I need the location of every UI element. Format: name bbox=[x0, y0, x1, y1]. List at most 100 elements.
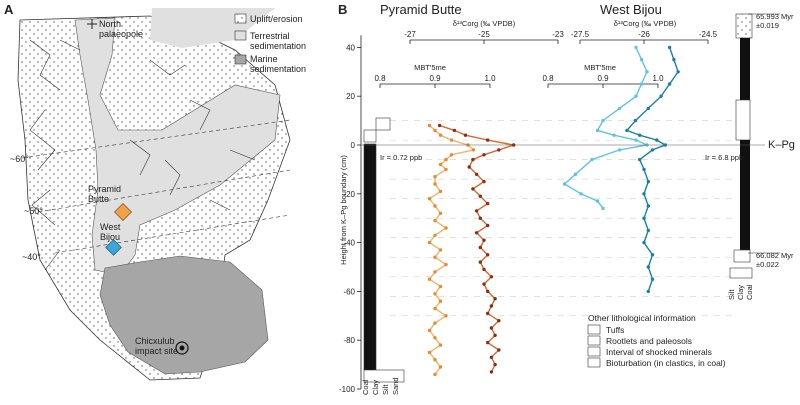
data-point bbox=[486, 201, 490, 206]
data-point bbox=[486, 138, 490, 142]
data-point bbox=[482, 179, 486, 184]
data-point bbox=[650, 277, 655, 281]
y-tick-label: -60 bbox=[343, 287, 355, 296]
data-point bbox=[482, 238, 486, 242]
data-point bbox=[667, 82, 672, 86]
legend-terrestrial-swatch bbox=[234, 30, 247, 41]
data-point bbox=[645, 70, 649, 74]
litho-legend-label: Rootlets and paleosols bbox=[606, 336, 692, 346]
data-point bbox=[427, 350, 432, 355]
litho-legend-swatch bbox=[587, 335, 601, 346]
data-point bbox=[433, 128, 437, 133]
litho-legend-title: Other lithological information bbox=[588, 313, 696, 323]
chicxulub-label: Chicxulub impact site bbox=[135, 336, 178, 356]
litho-pb-labels: Coal Clay Silt Sand bbox=[361, 377, 400, 395]
data-point bbox=[433, 336, 437, 340]
data-point bbox=[482, 282, 486, 286]
data-point bbox=[639, 82, 644, 86]
data-point bbox=[489, 370, 494, 374]
data-point bbox=[433, 233, 437, 237]
data-point bbox=[474, 231, 479, 235]
data-point bbox=[438, 211, 443, 215]
data-point bbox=[595, 128, 600, 133]
y-axis: 40 20 0 -20 -40 -60 -80 -100 bbox=[339, 35, 362, 394]
data-point bbox=[433, 306, 437, 311]
north-palaeopole-label: North palaeopole bbox=[99, 19, 143, 39]
panel-b-letter: B bbox=[338, 2, 347, 17]
data-point bbox=[562, 182, 567, 186]
data-point bbox=[638, 157, 642, 162]
lat-50 bbox=[37, 169, 291, 213]
litho-legend-label: Interval of shocked minerals bbox=[606, 347, 712, 357]
data-point bbox=[486, 340, 490, 345]
data-point bbox=[493, 333, 497, 337]
y-tick-label: 20 bbox=[346, 92, 355, 101]
data-point bbox=[642, 192, 646, 196]
data-point bbox=[444, 314, 448, 318]
data-point bbox=[634, 45, 638, 50]
data-point bbox=[642, 240, 646, 245]
data-point bbox=[493, 362, 497, 367]
lat-60 bbox=[21, 119, 291, 159]
data-point bbox=[449, 153, 454, 157]
y-tick-label: -40 bbox=[343, 239, 355, 248]
data-point bbox=[486, 289, 490, 294]
data-point bbox=[601, 118, 605, 123]
legend-marine-label: Marine bbox=[250, 54, 278, 64]
data-point bbox=[474, 172, 479, 176]
data-point bbox=[438, 284, 443, 289]
lat-60-label: ~60° bbox=[10, 154, 29, 164]
litho-legend: Other lithological information TuffsRoot… bbox=[587, 313, 726, 368]
wb-d13c-tick-label: -26 bbox=[638, 30, 650, 39]
data-point bbox=[625, 128, 629, 133]
data-point bbox=[646, 106, 650, 111]
pb-mbt-tick-label: 0.8 bbox=[374, 74, 386, 83]
lithology-pb bbox=[363, 117, 405, 383]
data-point bbox=[444, 262, 448, 267]
wb-mbt-tick-label: 1.0 bbox=[652, 74, 664, 83]
lat-50-label: ~50° bbox=[24, 206, 43, 216]
data-point bbox=[642, 167, 646, 172]
data-point bbox=[655, 138, 659, 142]
data-point bbox=[633, 118, 638, 123]
data-point bbox=[433, 218, 437, 223]
data-point bbox=[497, 319, 501, 323]
data-point bbox=[433, 321, 437, 325]
litho-legend-label: Bioturbation (in clastics, in coal) bbox=[606, 358, 726, 368]
data-point bbox=[478, 194, 482, 198]
y-tick-label: 40 bbox=[346, 43, 355, 52]
age-bot: 66.082 Myr ±0.022 bbox=[756, 251, 794, 269]
pb-mbt-label: MBT′5me bbox=[414, 63, 446, 72]
kpg-label: K–Pg bbox=[768, 139, 795, 151]
data-point bbox=[489, 275, 494, 279]
data-point bbox=[438, 133, 443, 137]
data-point bbox=[438, 189, 443, 194]
data-point bbox=[497, 148, 501, 152]
series-line bbox=[625, 47, 679, 292]
lat-40 bbox=[54, 214, 291, 254]
data-point bbox=[433, 372, 437, 377]
legend-terrestrial-label-2: sedimentation bbox=[250, 41, 306, 51]
map-legend: Uplift/erosion Terrestrial Marine bbox=[234, 13, 303, 65]
ir-wb: Ir = 6.8 ppb bbox=[705, 153, 743, 162]
data-point bbox=[489, 326, 494, 330]
litho-pb-label: Silt bbox=[381, 384, 390, 395]
y-axis-label: Height from K–Pg boundary (cm) bbox=[339, 155, 348, 265]
west-bijou-marker bbox=[105, 239, 122, 256]
data-point bbox=[489, 355, 494, 359]
litho-wb-label: Coal bbox=[745, 284, 754, 300]
west-bijou-label: West Bijou bbox=[100, 222, 121, 242]
legend-uplift-swatch bbox=[234, 13, 247, 24]
data-point bbox=[433, 204, 437, 208]
y-tick-label: -20 bbox=[343, 190, 355, 199]
data-point bbox=[433, 292, 437, 296]
data-point bbox=[433, 358, 437, 362]
data-point bbox=[444, 157, 448, 162]
data-point bbox=[427, 240, 432, 245]
data-point bbox=[438, 343, 443, 347]
marine-area bbox=[99, 255, 269, 375]
data-point bbox=[471, 148, 476, 152]
data-point bbox=[573, 172, 578, 176]
litho-legend-swatch bbox=[587, 357, 601, 368]
